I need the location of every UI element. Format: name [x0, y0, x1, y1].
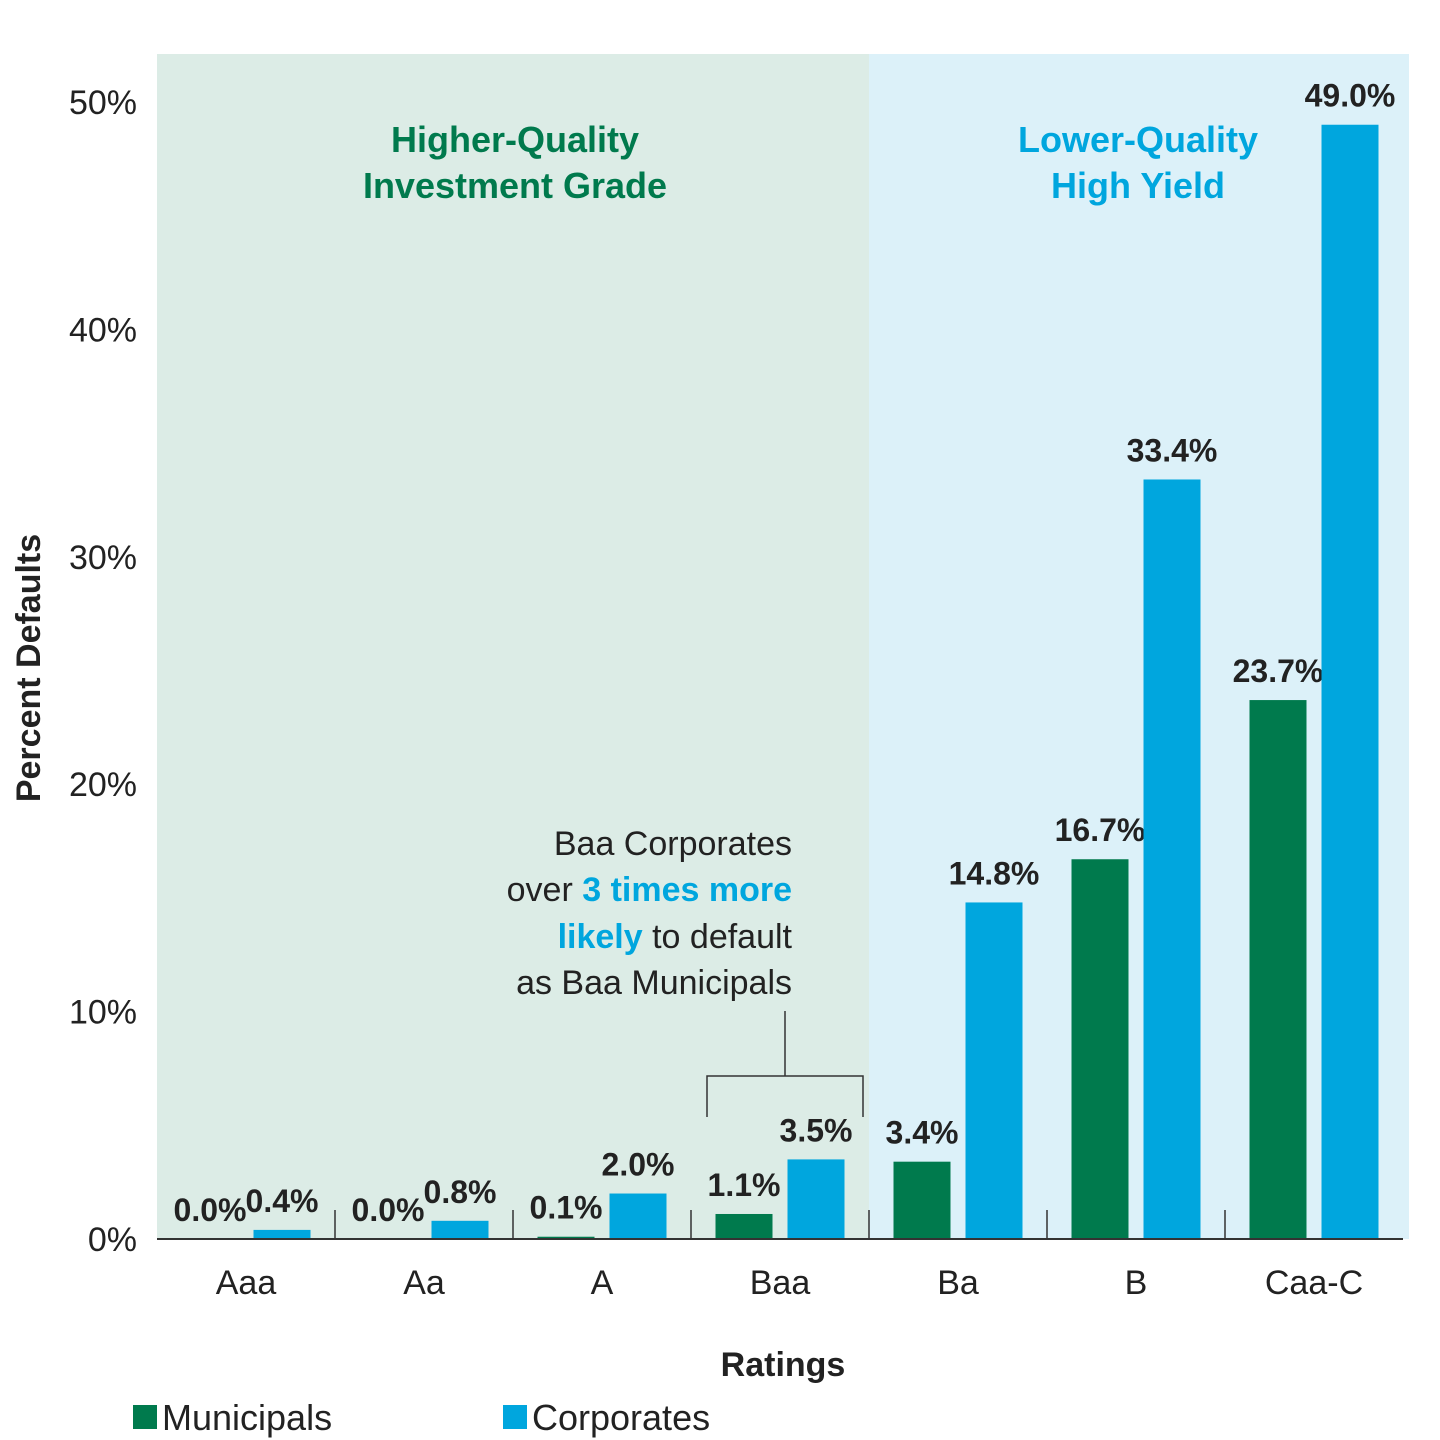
data-label-corporates: 3.5% [780, 1112, 853, 1148]
y-tick-label: 0% [88, 1221, 137, 1259]
bar-corporates [431, 1220, 489, 1239]
annotation-line3: likely to default [558, 918, 793, 956]
y-axis-title: Percent Defaults [10, 534, 48, 802]
bar-municipals [537, 1236, 595, 1239]
high-yield-region [869, 54, 1409, 1239]
bar-corporates [965, 902, 1023, 1239]
x-axis-ticks: Aaa Aa A Baa Ba B Caa-C [216, 1210, 1363, 1302]
data-label-municipals: 23.7% [1233, 653, 1324, 689]
data-label-municipals: 0.0% [352, 1192, 425, 1228]
bar-corporates [1143, 479, 1201, 1239]
bar-municipals [1249, 700, 1307, 1239]
annotation-bracket [706, 1011, 864, 1117]
y-tick-label: 40% [69, 311, 137, 349]
y-tick-label: 20% [69, 766, 137, 804]
data-label-corporates: 33.4% [1127, 432, 1218, 468]
y-axis-ticks: 0% 10% 20% 30% 40% 50% [69, 84, 137, 1259]
annotation-line3-highlight: likely [558, 918, 643, 956]
x-tick-label: A [591, 1264, 614, 1302]
legend-swatch-corporates [503, 1405, 527, 1429]
x-tick-label: Aa [403, 1264, 445, 1302]
data-label-municipals: 0.1% [530, 1190, 603, 1226]
legend-label-municipals: Municipals [162, 1397, 332, 1438]
x-axis-title: Ratings [721, 1346, 846, 1384]
data-label-corporates: 0.4% [246, 1183, 319, 1219]
region-title-hy-line2: High Yield [1051, 165, 1225, 206]
bars: 0.0% 0.4% 0.0%0.8% 0.1%2.0%1.1%3.5% 3.4%14.8… [174, 78, 1396, 1240]
investment-grade-region [157, 54, 869, 1239]
region-title-ig-line2: Investment Grade [363, 165, 667, 206]
x-tick-label: Aaa [216, 1264, 277, 1302]
data-label-corporates: 2.0% [602, 1147, 675, 1183]
data-label-municipals: 1.1% [708, 1167, 781, 1203]
x-tick-label: Ba [937, 1264, 979, 1302]
legend-label-corporates: Corporates [532, 1397, 710, 1438]
data-label-municipals: 3.4% [886, 1115, 959, 1151]
bar-municipals [1071, 859, 1129, 1239]
annotation-line2-highlight: 3 times more [582, 871, 792, 909]
legend-swatch-municipals [133, 1405, 157, 1429]
data-label-corporates: 49.0% [1305, 78, 1396, 114]
x-tick-label: Baa [750, 1264, 811, 1302]
y-tick-label: 10% [69, 994, 137, 1032]
bar-corporates [1321, 124, 1379, 1240]
data-label-corporates: 14.8% [949, 855, 1040, 891]
annotation-line2-pre: over [507, 871, 583, 909]
region-title-ig-line1: Higher-Quality [391, 119, 639, 160]
annotation-line1: Baa Corporates [554, 825, 792, 863]
x-tick-label: Caa-C [1265, 1264, 1363, 1302]
data-label-municipals: 16.7% [1055, 812, 1146, 848]
region-title-hy-line1: Lower-Quality [1018, 119, 1258, 160]
y-tick-label: 30% [69, 539, 137, 577]
data-label-corporates: 0.8% [424, 1174, 497, 1210]
data-label-municipals: 0.0% [174, 1192, 247, 1228]
annotation-line4: as Baa Municipals [516, 964, 792, 1002]
annotation-line2: over 3 times more [507, 871, 792, 909]
bar-corporates [253, 1229, 311, 1239]
x-tick-label: B [1125, 1264, 1148, 1302]
bar-municipals [715, 1213, 773, 1239]
annotation-line3-post: to default [643, 918, 793, 956]
y-tick-label: 50% [69, 84, 137, 122]
bar-corporates [609, 1193, 667, 1239]
bar-municipals [893, 1161, 951, 1239]
bar-corporates [787, 1159, 845, 1239]
